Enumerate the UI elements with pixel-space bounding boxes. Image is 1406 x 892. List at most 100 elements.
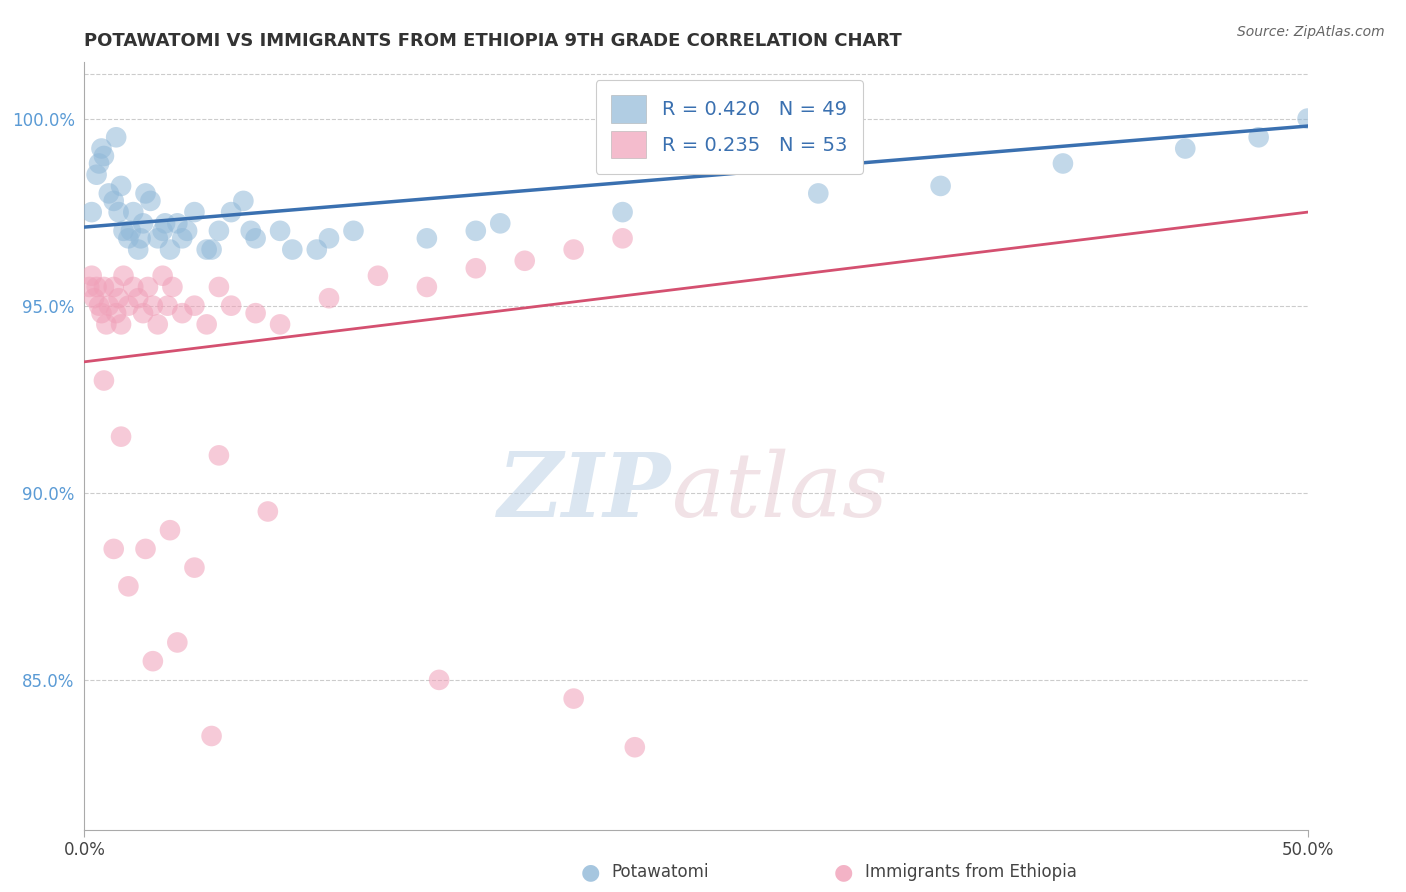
Point — [612, 205, 634, 219]
Point — [1296, 112, 1319, 126]
Point — [112, 224, 135, 238]
Point — [318, 291, 340, 305]
Point — [83, 291, 105, 305]
Point — [117, 299, 139, 313]
Point — [318, 231, 340, 245]
Point — [127, 291, 149, 305]
Text: Potawatomi: Potawatomi — [612, 863, 709, 881]
Point — [129, 231, 152, 245]
Point — [208, 224, 231, 238]
Point — [97, 186, 120, 201]
Point — [120, 224, 142, 238]
Point — [245, 231, 267, 245]
Point — [1174, 141, 1197, 155]
Text: Immigrants from Ethiopia: Immigrants from Ethiopia — [865, 863, 1077, 881]
Point — [103, 194, 125, 208]
Point — [269, 318, 291, 332]
Point — [159, 243, 181, 257]
Point — [172, 306, 194, 320]
Point — [416, 231, 439, 245]
Point — [183, 560, 205, 574]
Point — [93, 374, 115, 388]
Point — [624, 740, 647, 755]
Text: ●: ● — [834, 863, 853, 882]
Point — [112, 268, 135, 283]
Point — [107, 291, 129, 305]
Point — [176, 224, 198, 238]
Point — [107, 205, 129, 219]
Point — [156, 299, 179, 313]
Point — [208, 448, 231, 462]
Point — [86, 280, 108, 294]
Point — [159, 523, 181, 537]
Point — [127, 243, 149, 257]
Point — [139, 194, 162, 208]
Point — [152, 268, 174, 283]
Point — [513, 253, 536, 268]
Text: ●: ● — [581, 863, 600, 882]
Point — [135, 541, 157, 556]
Point — [93, 149, 115, 163]
Point — [200, 243, 222, 257]
Point — [208, 280, 231, 294]
Point — [183, 205, 205, 219]
Point — [562, 691, 585, 706]
Point — [152, 224, 174, 238]
Point — [427, 673, 450, 687]
Point — [489, 216, 512, 230]
Point — [146, 318, 169, 332]
Point — [110, 178, 132, 193]
Point — [103, 280, 125, 294]
Point — [80, 205, 103, 219]
Point — [153, 216, 176, 230]
Point — [464, 224, 486, 238]
Point — [146, 231, 169, 245]
Point — [612, 231, 634, 245]
Point — [219, 205, 242, 219]
Point — [929, 178, 952, 193]
Point — [245, 306, 267, 320]
Point — [269, 224, 291, 238]
Point — [1247, 130, 1270, 145]
Text: ZIP: ZIP — [498, 449, 672, 535]
Point — [132, 306, 155, 320]
Point — [97, 299, 120, 313]
Point — [96, 318, 118, 332]
Point — [86, 168, 108, 182]
Text: Source: ZipAtlas.com: Source: ZipAtlas.com — [1237, 25, 1385, 39]
Text: atlas: atlas — [672, 449, 887, 535]
Point — [135, 186, 157, 201]
Point — [257, 504, 280, 518]
Point — [132, 216, 155, 230]
Point — [219, 299, 242, 313]
Point — [166, 216, 188, 230]
Point — [464, 261, 486, 276]
Point — [87, 156, 110, 170]
Point — [105, 130, 128, 145]
Point — [172, 231, 194, 245]
Point — [142, 654, 165, 668]
Point — [90, 141, 112, 155]
Point — [562, 243, 585, 257]
Point — [195, 318, 218, 332]
Point — [136, 280, 159, 294]
Point — [142, 299, 165, 313]
Point — [305, 243, 328, 257]
Point — [87, 299, 110, 313]
Point — [807, 186, 830, 201]
Point — [117, 579, 139, 593]
Point — [110, 430, 132, 444]
Point — [416, 280, 439, 294]
Point — [103, 541, 125, 556]
Point — [117, 231, 139, 245]
Point — [122, 205, 145, 219]
Point — [239, 224, 262, 238]
Point — [195, 243, 218, 257]
Point — [162, 280, 184, 294]
Point — [342, 224, 364, 238]
Point — [281, 243, 304, 257]
Point — [232, 194, 254, 208]
Point — [200, 729, 222, 743]
Point — [90, 306, 112, 320]
Point — [122, 280, 145, 294]
